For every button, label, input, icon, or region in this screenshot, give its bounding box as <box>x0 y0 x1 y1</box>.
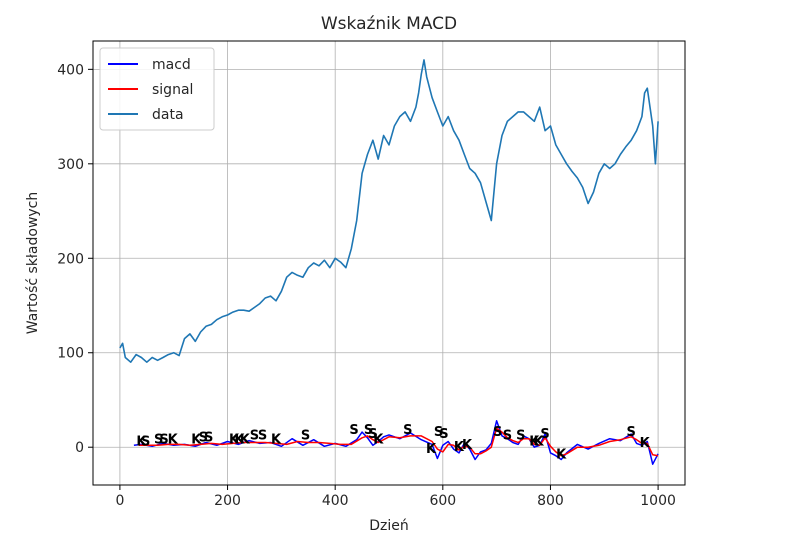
x-tick-label: 400 <box>322 493 349 509</box>
legend-box <box>99 47 215 131</box>
signal-mark: S <box>626 425 635 440</box>
signal-mark: K <box>271 432 282 447</box>
signal-mark: S <box>516 429 525 444</box>
series-line-signal <box>138 427 659 457</box>
signal-mark: K <box>234 432 245 447</box>
signal-mark: K <box>373 432 384 447</box>
signal-mark: K <box>454 440 465 455</box>
y-tick-label: 200 <box>57 251 84 267</box>
signal-mark: K <box>556 448 567 463</box>
signal-mark: K <box>462 438 473 453</box>
y-axis-label: Wartość składowych <box>25 192 41 335</box>
signal-mark: K <box>426 442 437 457</box>
signal-mark: S <box>159 432 168 447</box>
signal-mark: S <box>301 429 310 444</box>
signal-mark: K <box>240 432 251 447</box>
signal-mark: S <box>403 423 412 438</box>
signal-mark: S <box>250 429 259 444</box>
signal-mark: S <box>141 434 150 449</box>
x-axis-label: Dzień <box>369 518 409 534</box>
chart-title: Wskaźnik MACD <box>321 14 457 34</box>
signal-mark: S <box>258 429 267 444</box>
grid <box>93 41 685 485</box>
series-line-data <box>119 59 659 364</box>
signal-mark: K <box>529 434 540 449</box>
signal-mark: S <box>503 429 512 444</box>
axis-ticks: 0 200 400 600 800 1000 0 100 200 300 400 <box>57 62 676 509</box>
plot-frame <box>92 40 686 486</box>
signal-mark: S <box>540 427 549 442</box>
signal-mark: K <box>534 434 545 449</box>
signal-mark: K <box>640 436 651 451</box>
x-tick-label: 600 <box>429 493 456 509</box>
signal-mark: S <box>364 423 373 438</box>
signal-mark: K <box>168 432 179 447</box>
x-tick-label: 1000 <box>640 493 676 509</box>
signal-mark: S <box>368 427 377 442</box>
y-tick-label: 100 <box>57 346 84 362</box>
signal-mark: S <box>349 423 358 438</box>
signal-mark: S <box>493 425 502 440</box>
x-tick-label: 800 <box>537 493 564 509</box>
signal-mark: S <box>439 427 448 442</box>
legend-label-macd: macd <box>152 57 191 73</box>
signal-mark: S <box>154 432 163 447</box>
signal-mark: K <box>191 432 202 447</box>
signal-mark: S <box>434 425 443 440</box>
y-tick-label: 400 <box>57 62 84 78</box>
signal-mark: S <box>199 431 208 446</box>
x-tick-label: 200 <box>214 493 241 509</box>
y-tick-label: 0 <box>75 440 84 456</box>
legend: macd signal data <box>99 47 215 131</box>
signal-mark: S <box>204 431 213 446</box>
signal-mark: K <box>229 432 240 447</box>
signal-mark: K <box>136 434 147 449</box>
legend-label-signal: signal <box>152 82 193 98</box>
series-layer <box>119 59 659 465</box>
x-tick-label: 0 <box>115 493 124 509</box>
y-tick-label: 300 <box>57 157 84 173</box>
legend-label-data: data <box>152 107 184 123</box>
